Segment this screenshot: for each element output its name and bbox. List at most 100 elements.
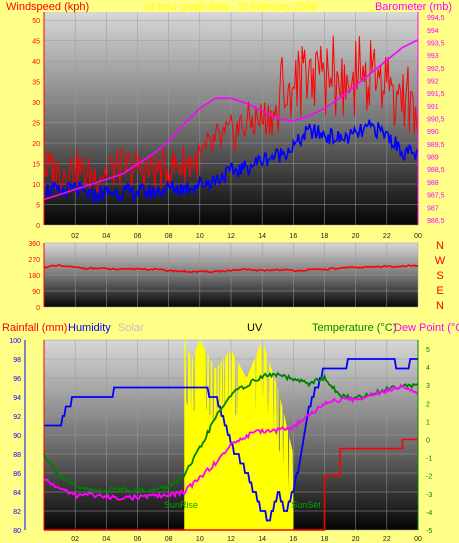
wind-x-tick-label: 16: [289, 233, 297, 240]
wind-tick-label: 15: [32, 162, 40, 169]
temperature-tick-label: 1: [426, 419, 430, 426]
direction-letter-e: E: [436, 285, 443, 297]
wind-x-tick-label: 14: [258, 233, 266, 240]
temperature-label: Temperature (°C): [312, 322, 396, 334]
temperature-x-tick-label: 06: [134, 536, 142, 543]
temperature-tick-label: -5: [426, 528, 432, 535]
wind-x-tick-label: 12: [227, 233, 235, 240]
temperature-x-tick-label: 10: [196, 536, 204, 543]
wind-x-ticks: 02 04 06 08 10 12 14 16 18 20 22 00: [71, 233, 422, 240]
humidity-tick-label: 94: [13, 395, 21, 402]
sunrise-annotation: SunRise: [164, 500, 198, 510]
sunset-annotation: SunSet: [291, 500, 321, 510]
direction-degree-ticks: 0 90 180 270 360: [28, 241, 40, 312]
humidity-tick-label: 80: [13, 528, 21, 535]
pressure-tick-label: 986,5: [427, 218, 445, 225]
pressure-tick-label: 992: [427, 78, 439, 85]
temperature-tick-label: -2: [426, 474, 432, 481]
temperature-x-tick-label: 22: [383, 536, 391, 543]
pressure-tick-label: 988,5: [427, 167, 445, 174]
direction-tick-label: 180: [28, 273, 40, 280]
chart-title: 24 hour graph data - 15 February 2009: [144, 2, 317, 13]
humidity-label: Humidity: [68, 322, 111, 334]
pressure-tick-label: 990,5: [427, 117, 445, 124]
temperature-x-tick-label: 04: [102, 536, 110, 543]
pressure-axis-label: Barometer (mb): [375, 1, 452, 13]
direction-letter-s: S: [436, 270, 443, 282]
wind-x-tick-label: 10: [196, 233, 204, 240]
solar-area: [184, 340, 294, 530]
temperature-tick-label: 0: [426, 438, 430, 445]
barometer-line: [43, 39, 419, 201]
humidity-tick-label: 82: [13, 509, 21, 516]
temperature-x-tick-label: 02: [71, 536, 79, 543]
wind-tick-label: 35: [32, 80, 40, 87]
temperature-x-tick-label: 18: [321, 536, 329, 543]
solar-label: Solar: [118, 322, 144, 334]
pressure-tick-label: 990: [427, 129, 439, 136]
wind-direction-line: [43, 264, 419, 274]
direction-letter-n-top: N: [436, 240, 444, 252]
wind-x-tick-label: 00: [414, 233, 422, 240]
temperature-tick-label: 5: [426, 347, 430, 354]
wind-x-tick-label: 22: [383, 233, 391, 240]
wind-tick-label: 40: [32, 59, 40, 66]
temperature-x-tick-label: 20: [352, 536, 360, 543]
wind-tick-label: 5: [36, 203, 40, 210]
direction-tick-label: 90: [32, 289, 40, 296]
temperature-tick-label: 3: [426, 383, 430, 390]
humidity-y-ticks: 80 82 84 86 88 90 92 94 96 98 100: [9, 338, 21, 535]
temperature-x-tick-label: 12: [227, 536, 235, 543]
direction-tick-label: 270: [28, 257, 40, 264]
pressure-y-ticks: 986,5 987 987,5 988 988,5 989 989,5 990 990,5 991…: [427, 15, 445, 225]
wind-x-tick-label: 20: [352, 233, 360, 240]
humidity-tick-label: 84: [13, 490, 21, 497]
wind-x-tick-label: 02: [71, 233, 79, 240]
wind-axis-label: Windspeed (kph): [6, 1, 89, 13]
temperature-x-tick-label: 00: [414, 536, 422, 543]
temperature-y-ticks: -5 -4 -3 -2 -1 0 1 2 3 4 5: [426, 347, 432, 535]
pressure-tick-label: 987: [427, 205, 439, 212]
temperature-tick-label: 4: [426, 365, 430, 372]
humidity-tick-label: 96: [13, 376, 21, 383]
pressure-tick-label: 994,5: [427, 15, 445, 22]
direction-letter-n-bottom: N: [436, 300, 444, 312]
wind-tick-label: 50: [32, 18, 40, 25]
temperature-tick-label: -4: [426, 510, 432, 517]
direction-tick-label: 360: [28, 241, 40, 248]
temperature-x-ticks: 02 04 06 08 10 12 14 16 18 20 22 00: [71, 536, 422, 543]
pressure-tick-label: 988: [427, 180, 439, 187]
pressure-tick-label: 989: [427, 155, 439, 162]
humidity-tick-label: 88: [13, 452, 21, 459]
humidity-tick-label: 100: [9, 338, 21, 345]
wind-tick-label: 30: [32, 100, 40, 107]
temperature-tick-label: 2: [426, 401, 430, 408]
windspeed-average-line: [43, 119, 419, 204]
wind-tick-label: 0: [36, 223, 40, 230]
humidity-tick-label: 86: [13, 471, 21, 478]
wind-y-ticks: 0 5 10 15 20 25 30 35 40 45 50: [32, 18, 40, 230]
pressure-tick-label: 989,5: [427, 142, 445, 149]
wind-x-tick-label: 08: [165, 233, 173, 240]
temperature-x-tick-label: 14: [258, 536, 266, 543]
humidity-tick-label: 98: [13, 357, 21, 364]
temperature-tick-label: -3: [426, 492, 432, 499]
pressure-tick-label: 991,5: [427, 91, 445, 98]
direction-series: [43, 264, 419, 274]
wind-tick-label: 45: [32, 39, 40, 46]
rainfall-line: [44, 438, 418, 531]
pressure-tick-label: 994: [427, 28, 439, 35]
pressure-tick-label: 993,5: [427, 40, 445, 47]
temperature-series: [43, 340, 419, 531]
wind-tick-label: 10: [32, 182, 40, 189]
pressure-tick-label: 992,5: [427, 66, 445, 73]
wind-x-tick-label: 18: [321, 233, 329, 240]
direction-letter-w: W: [435, 255, 446, 267]
direction-tick-label: 0: [36, 305, 40, 312]
temperature-x-tick-label: 08: [165, 536, 173, 543]
temperature-x-tick-label: 16: [289, 536, 297, 543]
dewpoint-line: [43, 383, 419, 501]
wind-tick-label: 20: [32, 141, 40, 148]
wind-gridlines: [44, 12, 419, 226]
